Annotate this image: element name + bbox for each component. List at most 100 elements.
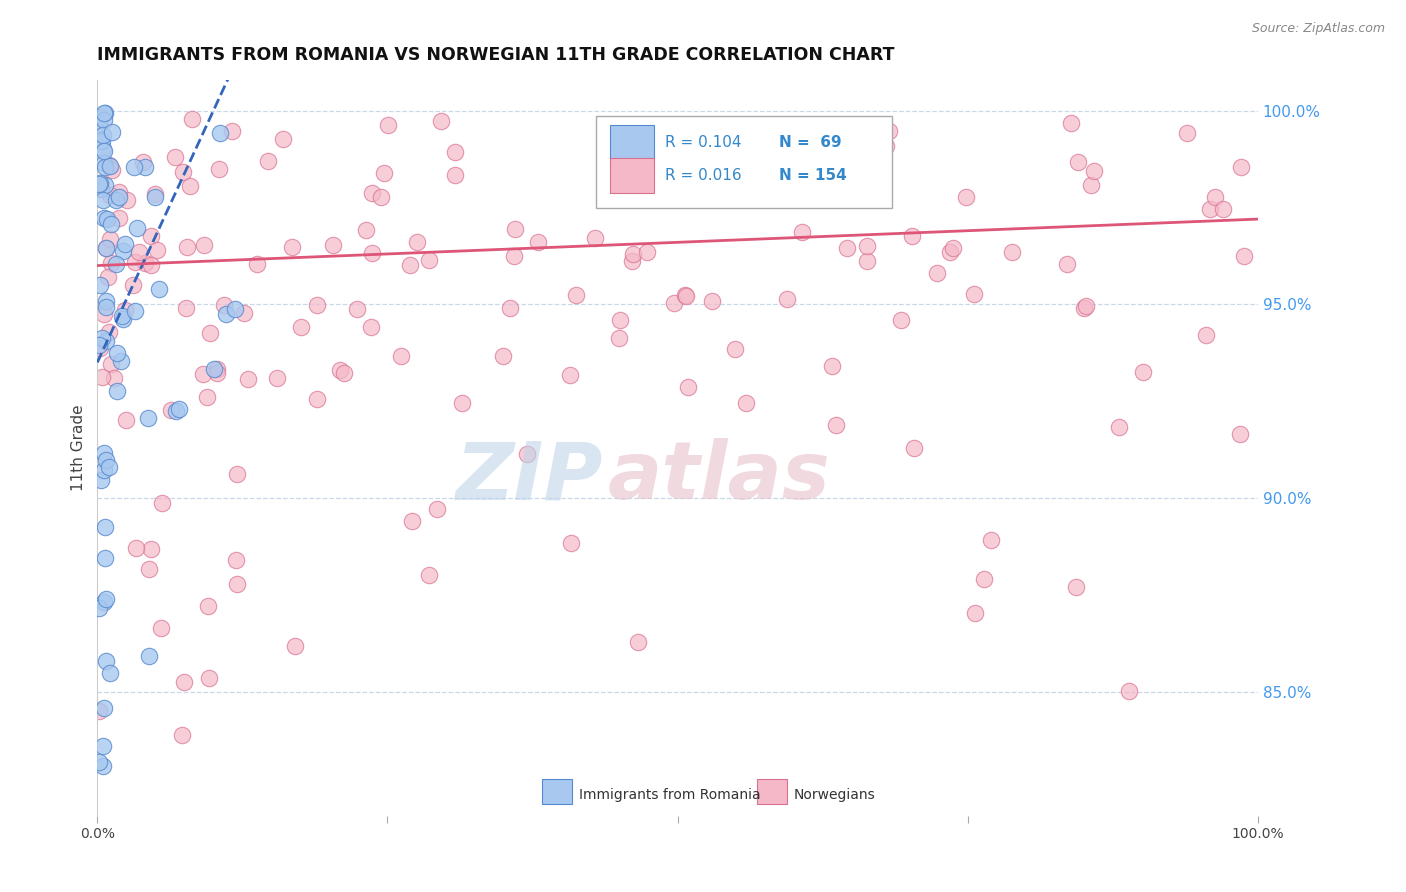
Point (225, 553, 247, 567)
Point (675, 288, 697, 302)
Point (202, 362, 225, 376)
Point (98, 159, 121, 173)
Point (114, 302, 136, 317)
Point (89, 176, 111, 190)
Point (1066, 580, 1088, 594)
Point (104, 193, 127, 207)
Point (96, 654, 118, 668)
Text: Immigrants from Romania: Immigrants from Romania (579, 788, 761, 802)
Point (170, 728, 193, 742)
Point (96, 592, 118, 607)
Point (354, 223, 377, 237)
Point (724, 342, 747, 356)
Point (226, 467, 249, 482)
Point (90, 474, 112, 488)
Point (143, 187, 166, 202)
Point (1067, 154, 1090, 169)
Point (101, 163, 124, 178)
Point (662, 295, 685, 310)
Point (430, 113, 453, 128)
Point (1212, 202, 1234, 216)
Point (225, 576, 247, 591)
Point (94, 452, 117, 467)
Point (636, 244, 658, 259)
Point (94, 520, 117, 534)
Point (96, 242, 118, 256)
Point (246, 257, 269, 271)
Point (111, 309, 134, 323)
Point (307, 392, 329, 406)
Point (149, 621, 172, 635)
Point (160, 402, 183, 417)
Point (148, 282, 170, 296)
Point (973, 572, 995, 586)
Point (856, 238, 879, 252)
Point (558, 368, 581, 382)
Point (718, 158, 741, 172)
Point (93, 156, 115, 170)
Point (173, 674, 195, 689)
Point (94, 161, 117, 175)
Point (114, 236, 136, 251)
Point (94, 300, 117, 314)
Point (209, 126, 232, 140)
Point (94, 293, 117, 308)
Point (735, 396, 758, 410)
Text: atlas: atlas (607, 438, 831, 516)
Point (111, 244, 134, 258)
Point (1056, 257, 1078, 271)
Point (150, 496, 173, 510)
Point (290, 320, 312, 334)
Point (138, 649, 160, 664)
Point (627, 635, 650, 649)
FancyBboxPatch shape (610, 125, 654, 160)
Point (221, 124, 243, 138)
Point (91, 331, 114, 345)
Point (205, 361, 228, 376)
Text: IMMIGRANTS FROM ROMANIA VS NORWEGIAN 11TH GRADE CORRELATION CHART: IMMIGRANTS FROM ROMANIA VS NORWEGIAN 11T… (97, 46, 894, 64)
Point (1204, 190, 1226, 204)
Point (97, 459, 120, 474)
Text: R = 0.016: R = 0.016 (665, 168, 741, 183)
Point (93, 144, 115, 158)
Point (693, 191, 716, 205)
Point (163, 150, 186, 164)
Point (115, 193, 138, 207)
Point (1229, 160, 1251, 174)
Point (127, 220, 149, 235)
Point (499, 301, 522, 315)
Point (232, 305, 254, 319)
Point (1175, 126, 1198, 140)
Point (93, 550, 115, 565)
Point (527, 235, 550, 250)
Point (90, 182, 112, 196)
Point (91, 758, 114, 772)
Point (197, 599, 219, 613)
Point (583, 230, 606, 244)
Point (110, 354, 132, 368)
Point (560, 536, 582, 550)
Point (98, 325, 121, 339)
Point (360, 320, 382, 334)
Text: R = 0.104: R = 0.104 (665, 135, 741, 150)
Point (503, 250, 526, 264)
Text: ZIP: ZIP (454, 438, 602, 516)
Point (205, 366, 228, 380)
Point (955, 189, 977, 203)
Point (91, 142, 114, 156)
Y-axis label: 11th Grade: 11th Grade (72, 404, 86, 491)
Point (167, 402, 190, 417)
Point (96, 212, 118, 227)
Text: Source: ZipAtlas.com: Source: ZipAtlas.com (1251, 22, 1385, 36)
FancyBboxPatch shape (756, 780, 787, 805)
Point (1132, 365, 1154, 379)
Point (1233, 249, 1256, 263)
Point (139, 542, 162, 557)
Point (373, 165, 395, 179)
Point (136, 411, 159, 425)
Point (97, 269, 120, 284)
Point (963, 286, 986, 301)
Point (492, 349, 515, 363)
Point (1083, 164, 1105, 178)
FancyBboxPatch shape (541, 780, 572, 805)
